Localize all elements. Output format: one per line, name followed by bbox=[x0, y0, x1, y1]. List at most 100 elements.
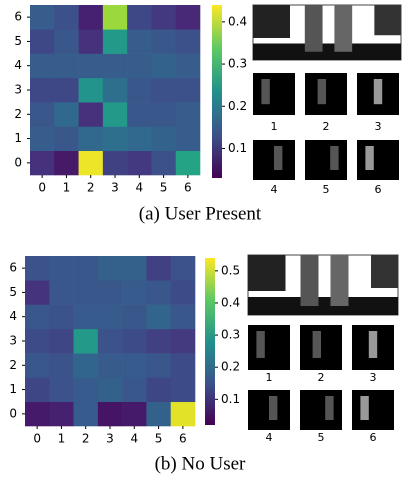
heatmap-cell bbox=[122, 377, 147, 402]
heatmap-cell bbox=[49, 402, 74, 427]
x-tick-label: 4 bbox=[130, 432, 138, 446]
heatmap-cell bbox=[49, 353, 74, 378]
heatmap-cell bbox=[127, 5, 152, 30]
thumbnail-label: 6 bbox=[375, 183, 382, 196]
y-tick-label: 3 bbox=[14, 83, 22, 97]
heatmap-cell bbox=[151, 102, 176, 127]
heatmap-cell bbox=[146, 280, 171, 305]
caption: (a) User Present bbox=[139, 203, 262, 224]
heatmap-cell bbox=[176, 29, 201, 54]
colorbar-tick-label: 0.3 bbox=[228, 57, 247, 71]
thumbnail bbox=[253, 73, 295, 115]
heatmap-cell bbox=[54, 151, 79, 176]
thumbnail-shape bbox=[256, 331, 264, 358]
thumbnail-label: 4 bbox=[271, 183, 278, 196]
heatmap-cell bbox=[30, 29, 55, 54]
heatmap-cell bbox=[151, 29, 176, 54]
heatmap-cell bbox=[30, 151, 55, 176]
depth-shape bbox=[331, 255, 349, 306]
heatmap-cell bbox=[127, 78, 152, 103]
x-tick-label: 6 bbox=[184, 181, 192, 195]
depth-shape bbox=[253, 5, 290, 38]
thumbnail-label: 5 bbox=[323, 183, 330, 196]
colorbar bbox=[212, 5, 222, 178]
heatmap-cell bbox=[74, 305, 99, 330]
colorbar-tick-label: 0.1 bbox=[221, 392, 240, 406]
y-tick-label: 2 bbox=[9, 358, 17, 372]
thumbnail-label: 2 bbox=[323, 120, 330, 133]
x-tick-label: 3 bbox=[106, 432, 114, 446]
heatmap-cell bbox=[98, 329, 123, 354]
x-tick-label: 3 bbox=[111, 181, 119, 195]
heatmap-cell bbox=[54, 102, 79, 127]
heatmap-cell bbox=[171, 329, 196, 354]
depth-shape bbox=[301, 255, 319, 306]
y-tick-label: 4 bbox=[14, 58, 22, 72]
heatmap-cell bbox=[146, 305, 171, 330]
heatmap-cell bbox=[79, 126, 104, 151]
thumbnail-shape bbox=[313, 331, 321, 358]
y-tick-label: 6 bbox=[14, 10, 22, 24]
heatmap-cell bbox=[127, 102, 152, 127]
x-tick-label: 2 bbox=[87, 181, 95, 195]
heatmap-cell bbox=[176, 5, 201, 30]
heatmap-cell bbox=[103, 102, 128, 127]
thumbnail-shape bbox=[365, 146, 373, 170]
x-tick-label: 5 bbox=[160, 181, 168, 195]
thumbnail-label: 3 bbox=[370, 371, 377, 384]
heatmap-cell bbox=[25, 353, 50, 378]
heatmap-cell bbox=[98, 280, 123, 305]
heatmap-cell bbox=[30, 102, 55, 127]
heatmap-cell bbox=[122, 353, 147, 378]
heatmap-cell bbox=[54, 54, 79, 79]
heatmap-cell bbox=[122, 329, 147, 354]
heatmap-cell bbox=[176, 78, 201, 103]
heatmap-cell bbox=[171, 256, 196, 281]
heatmap-cell bbox=[103, 54, 128, 79]
caption: (b) No User bbox=[155, 453, 246, 474]
heatmap-cell bbox=[25, 329, 50, 354]
colorbar-tick-label: 0.1 bbox=[228, 141, 247, 155]
heatmap-cell bbox=[171, 280, 196, 305]
y-tick-label: 3 bbox=[9, 334, 17, 348]
heatmap-cell bbox=[151, 54, 176, 79]
heatmap-cell bbox=[103, 151, 128, 176]
thumbnail-shape bbox=[269, 396, 277, 420]
thumbnail-shape bbox=[360, 396, 368, 420]
x-tick-label: 2 bbox=[82, 432, 90, 446]
thumbnail-label: 1 bbox=[266, 371, 273, 384]
heatmap-cell bbox=[49, 256, 74, 281]
heatmap-cell bbox=[98, 305, 123, 330]
x-tick-label: 1 bbox=[63, 181, 71, 195]
heatmap-cell bbox=[127, 126, 152, 151]
heatmap-cell bbox=[151, 5, 176, 30]
heatmap-cell bbox=[79, 29, 104, 54]
heatmap-cell bbox=[79, 78, 104, 103]
heatmap-cell bbox=[176, 54, 201, 79]
heatmap-cell bbox=[98, 256, 123, 281]
heatmap-cell bbox=[122, 280, 147, 305]
x-tick-label: 6 bbox=[179, 432, 187, 446]
heatmap-cell bbox=[146, 353, 171, 378]
thumbnail-label: 5 bbox=[318, 431, 325, 444]
heatmap-cell bbox=[74, 280, 99, 305]
thumbnail-shape bbox=[330, 146, 338, 170]
thumbnail-shape bbox=[261, 79, 269, 104]
x-tick-label: 1 bbox=[58, 432, 66, 446]
heatmap-cell bbox=[79, 5, 104, 30]
y-tick-label: 4 bbox=[9, 309, 17, 323]
x-tick-label: 5 bbox=[155, 432, 163, 446]
heatmap-cell bbox=[74, 256, 99, 281]
colorbar-tick-label: 0.2 bbox=[228, 99, 247, 113]
y-tick-label: 5 bbox=[9, 285, 17, 299]
heatmap-cell bbox=[30, 126, 55, 151]
x-tick-label: 4 bbox=[135, 181, 143, 195]
heatmap-cell bbox=[74, 377, 99, 402]
colorbar-tick-label: 0.5 bbox=[221, 263, 240, 277]
heatmap-cell bbox=[103, 126, 128, 151]
thumbnail-label: 6 bbox=[370, 431, 377, 444]
heatmap-cell bbox=[49, 377, 74, 402]
heatmap-cell bbox=[103, 29, 128, 54]
heatmap-cell bbox=[127, 29, 152, 54]
y-tick-label: 6 bbox=[9, 261, 17, 275]
